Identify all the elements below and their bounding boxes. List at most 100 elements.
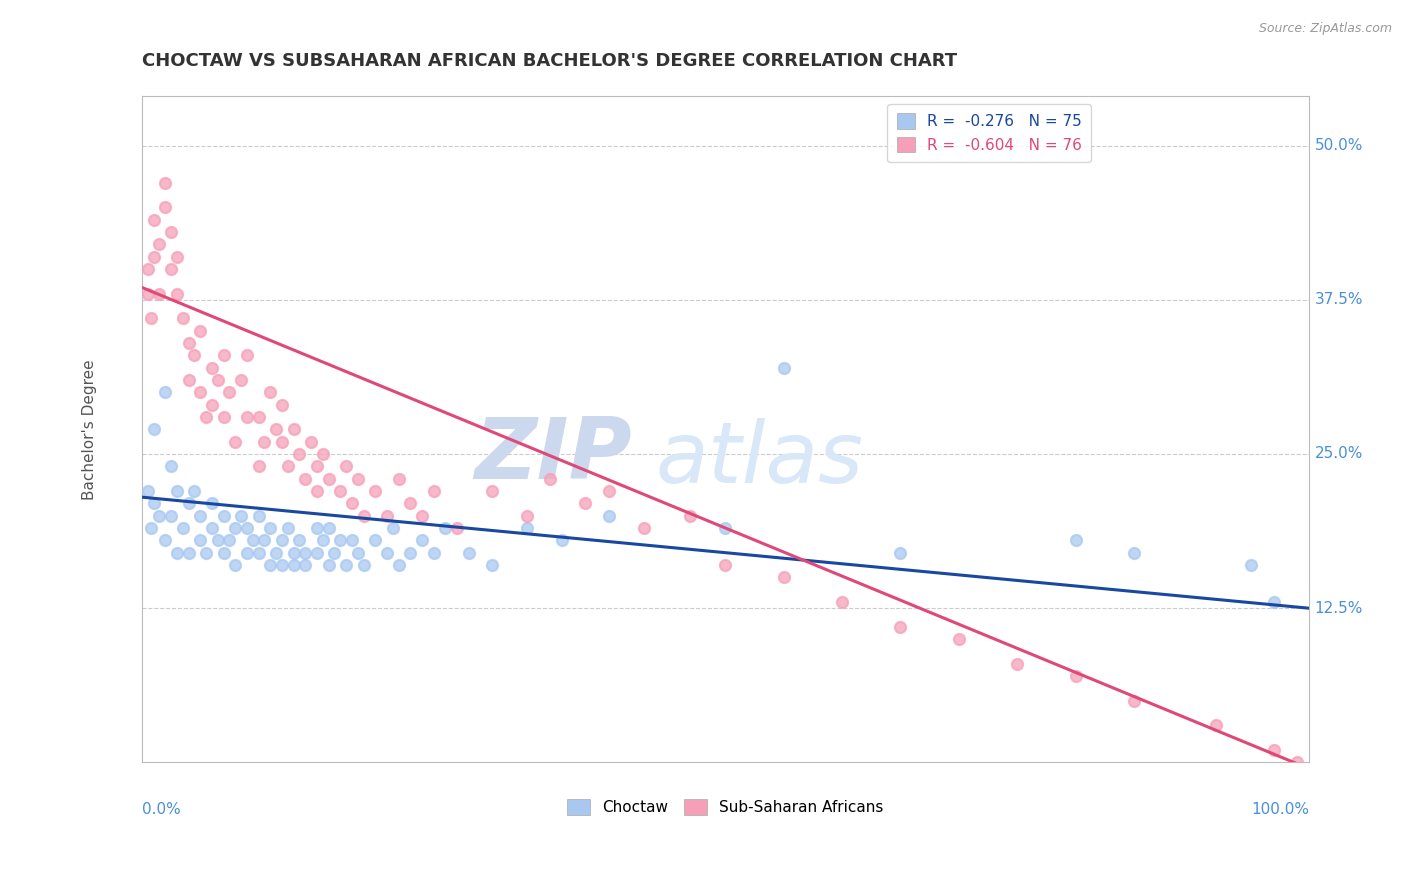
Point [1263,743,1285,757]
Point [294,472,316,486]
Point [346,472,368,486]
Point [177,496,200,510]
Point [224,434,246,449]
Point [177,546,200,560]
Point [183,348,205,362]
Point [1122,694,1144,708]
Text: 50.0%: 50.0% [1315,138,1364,153]
Point [270,558,292,572]
Point [318,472,340,486]
Point [399,496,422,510]
Point [188,508,211,523]
Point [574,496,596,510]
Point [294,558,316,572]
Point [312,447,335,461]
Point [160,261,183,276]
Point [166,250,188,264]
Point [1263,595,1285,609]
Point [212,348,235,362]
Point [148,508,170,523]
Point [375,546,398,560]
Point [516,521,538,535]
Point [889,620,911,634]
Text: 0.0%: 0.0% [142,803,180,817]
Point [434,521,457,535]
Point [340,496,363,510]
Point [288,447,311,461]
Point [153,385,176,400]
Point [353,558,375,572]
Point [277,521,299,535]
Text: 37.5%: 37.5% [1315,293,1364,307]
Point [142,212,165,227]
Point [329,483,352,498]
Point [236,546,259,560]
Point [598,508,620,523]
Point [1005,657,1028,671]
Point [229,508,252,523]
Point [142,422,165,436]
Point [253,434,276,449]
Point [201,521,224,535]
Legend: Choctaw, Sub-Saharan Africans: Choctaw, Sub-Saharan Africans [561,793,890,822]
Point [148,237,170,252]
Point [177,373,200,387]
Point [201,398,224,412]
Point [364,483,387,498]
Point [714,558,737,572]
Point [153,176,176,190]
Point [188,385,211,400]
Point [305,459,328,474]
Point [323,546,346,560]
Point [772,360,794,375]
Point [283,422,305,436]
Point [195,546,218,560]
Point [1064,669,1087,683]
Point [188,533,211,548]
Point [142,250,165,264]
Text: CHOCTAW VS SUBSAHARAN AFRICAN BACHELOR'S DEGREE CORRELATION CHART: CHOCTAW VS SUBSAHARAN AFRICAN BACHELOR'S… [142,52,957,70]
Point [160,459,183,474]
Point [212,508,235,523]
Point [481,558,503,572]
Point [148,286,170,301]
Point [387,472,409,486]
Point [288,533,311,548]
Point [948,632,970,646]
Point [422,546,444,560]
Point [481,483,503,498]
Point [166,546,188,560]
Point [1205,718,1227,732]
Point [141,311,163,326]
Point [172,521,194,535]
Point [259,385,281,400]
Point [305,483,328,498]
Point [236,409,259,424]
Point [411,508,433,523]
Point [153,200,176,214]
Point [270,533,292,548]
Point [201,360,224,375]
Point [457,546,479,560]
Point [259,521,281,535]
Point [142,496,165,510]
Point [446,521,468,535]
Point [264,422,287,436]
Point [294,546,316,560]
Point [236,348,259,362]
Point [166,483,188,498]
Text: 100.0%: 100.0% [1251,803,1309,817]
Point [172,311,194,326]
Point [160,225,183,239]
Point [889,546,911,560]
Point [305,546,328,560]
Point [598,483,620,498]
Point [264,546,287,560]
Text: atlas: atlas [655,417,863,500]
Point [305,521,328,535]
Point [1239,558,1261,572]
Point [247,508,270,523]
Point [188,324,211,338]
Point [166,286,188,301]
Point [335,558,357,572]
